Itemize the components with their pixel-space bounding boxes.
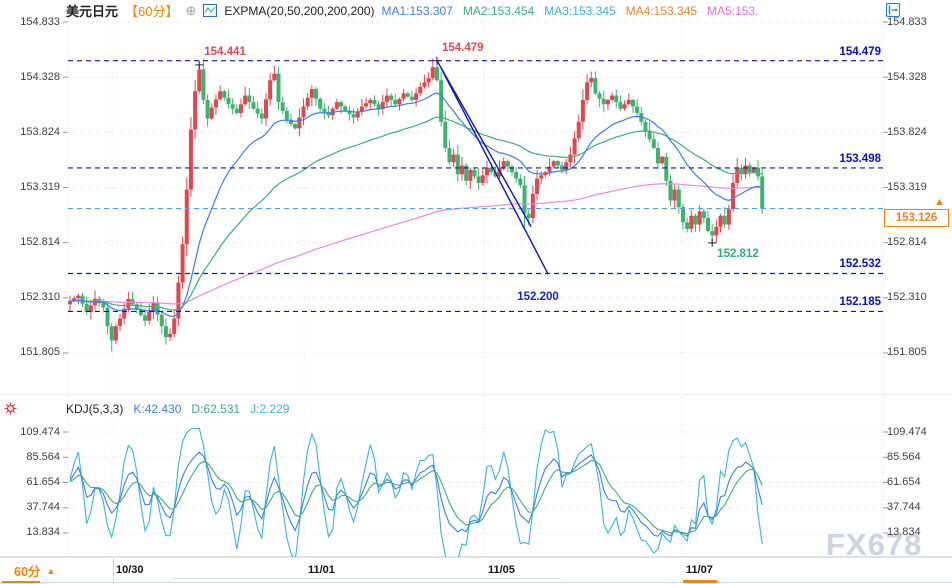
ma-value: MA4:153.345 bbox=[625, 3, 698, 18]
level-label: 153.498 bbox=[839, 152, 881, 165]
ma-value: MA5:153. bbox=[707, 3, 759, 18]
price-axis-label: 154.328 bbox=[887, 70, 927, 83]
timeframe-label: 【60分】 bbox=[125, 4, 179, 19]
kdj-axis-label: 37.744 bbox=[887, 501, 921, 514]
current-price-badge: 153.126 bbox=[884, 209, 949, 227]
kdj-j-line bbox=[69, 427, 763, 557]
indicator-settings-icon[interactable] bbox=[4, 402, 17, 420]
price-annotation: 154.441 bbox=[204, 45, 246, 58]
kdj-lines bbox=[69, 427, 763, 557]
exit-chart-icon[interactable] bbox=[886, 3, 900, 17]
kdj-k-value: K:42.430 bbox=[133, 402, 182, 416]
kdj-axis-label: 61.654 bbox=[887, 475, 921, 488]
price-axis-label: 152.814 bbox=[887, 236, 927, 249]
price-annotation: 152.200 bbox=[517, 290, 559, 303]
price-axis-label: 151.805 bbox=[20, 346, 60, 359]
level-label: 152.185 bbox=[839, 296, 881, 309]
kdj-d-line bbox=[69, 460, 763, 535]
kdj-axis-label: 13.834 bbox=[887, 526, 921, 539]
kdj-k-line bbox=[69, 451, 763, 537]
price-up-arrow-icon: ▲ bbox=[934, 196, 945, 208]
price-axis-label: 154.833 bbox=[887, 15, 927, 28]
watermark: FX678 bbox=[826, 527, 923, 562]
ma-value: MA3:153.345 bbox=[544, 3, 616, 18]
time-axis-bar bbox=[0, 557, 952, 584]
kdj-axis-label: 109.474 bbox=[20, 425, 60, 438]
price-axis-label: 152.310 bbox=[20, 291, 60, 304]
chart-header: 美元日元 【60分】 ⊕ EXPMA(20,50,200,200,200) MA… bbox=[66, 1, 758, 20]
price-levels bbox=[68, 60, 883, 313]
ma-line-ema20 bbox=[69, 92, 763, 318]
bottom-divider bbox=[0, 582, 952, 583]
kdj-axis-label: 37.744 bbox=[26, 501, 60, 514]
price-axis-label: 152.310 bbox=[887, 291, 927, 304]
kdj-axis-label: 61.654 bbox=[26, 475, 60, 488]
level-label: 152.532 bbox=[839, 258, 881, 271]
add-indicator-icon[interactable]: ⊕ bbox=[185, 3, 197, 18]
kdj-title: KDJ(5,3,3) bbox=[66, 402, 124, 416]
price-axis-label: 154.328 bbox=[20, 70, 60, 83]
symbol-title: 美元日元 bbox=[66, 4, 119, 19]
extreme-marker-icon bbox=[195, 60, 204, 69]
kdj-header: KDJ(5,3,3) K:42.430 D:62.531 J:2.229 bbox=[66, 401, 289, 417]
tab-active-underline bbox=[2, 581, 40, 583]
ma-value: MA1:153.307 bbox=[381, 3, 453, 18]
price-axis-label: 153.319 bbox=[887, 180, 927, 193]
trendlines bbox=[195, 56, 717, 275]
scrollbar-track[interactable] bbox=[173, 578, 561, 579]
date-label: 11/07 bbox=[686, 564, 713, 576]
date-label: 10/30 bbox=[116, 564, 144, 576]
kdj-j-value: J:2.229 bbox=[250, 402, 290, 416]
price-axis-label: 152.814 bbox=[20, 236, 60, 249]
tab-expand-icon: ▲ bbox=[46, 565, 56, 576]
kdj-axis-label: 109.474 bbox=[887, 425, 927, 438]
level-label: 154.479 bbox=[839, 45, 881, 58]
timeframe-tab-label: 60分 bbox=[14, 565, 41, 579]
scrollbar-thumb[interactable] bbox=[683, 580, 717, 583]
price-annotation: 152.812 bbox=[717, 247, 759, 260]
date-label: 11/05 bbox=[488, 564, 515, 576]
extreme-marker-icon bbox=[708, 238, 717, 247]
kdj-axis-label: 13.834 bbox=[26, 526, 60, 539]
candlestick-series bbox=[68, 58, 765, 352]
kdj-axis-label: 85.564 bbox=[887, 450, 921, 463]
ma-legend: MA1:153.307 MA2:153.454 MA3:153.345 MA4:153… bbox=[382, 4, 759, 18]
kdj-axis-label: 85.564 bbox=[26, 450, 60, 463]
moving-average-lines bbox=[69, 92, 763, 318]
ma-line-ema50 bbox=[69, 116, 763, 311]
expma-label: EXPMA(20,50,200,200,200) bbox=[224, 3, 375, 18]
indicator-chart-icon[interactable] bbox=[203, 4, 218, 17]
date-label: 11/01 bbox=[308, 564, 335, 576]
ma-value: MA2:153.454 bbox=[462, 3, 535, 18]
price-axis-label: 153.319 bbox=[20, 180, 60, 193]
ma-line-ema200 bbox=[69, 183, 763, 305]
price-axis-label: 153.824 bbox=[20, 125, 60, 138]
price-axis-label: 151.805 bbox=[887, 346, 927, 359]
kdj-d-value: D:62.531 bbox=[191, 402, 241, 416]
timeframe-tab[interactable]: 60分 ▲ bbox=[0, 558, 114, 583]
price-axis-label: 153.824 bbox=[887, 125, 927, 138]
price-annotation: 154.479 bbox=[441, 41, 484, 54]
gridlines bbox=[0, 20, 952, 562]
extreme-marker-icon bbox=[432, 56, 441, 65]
price-axis-label: 154.833 bbox=[20, 15, 60, 28]
